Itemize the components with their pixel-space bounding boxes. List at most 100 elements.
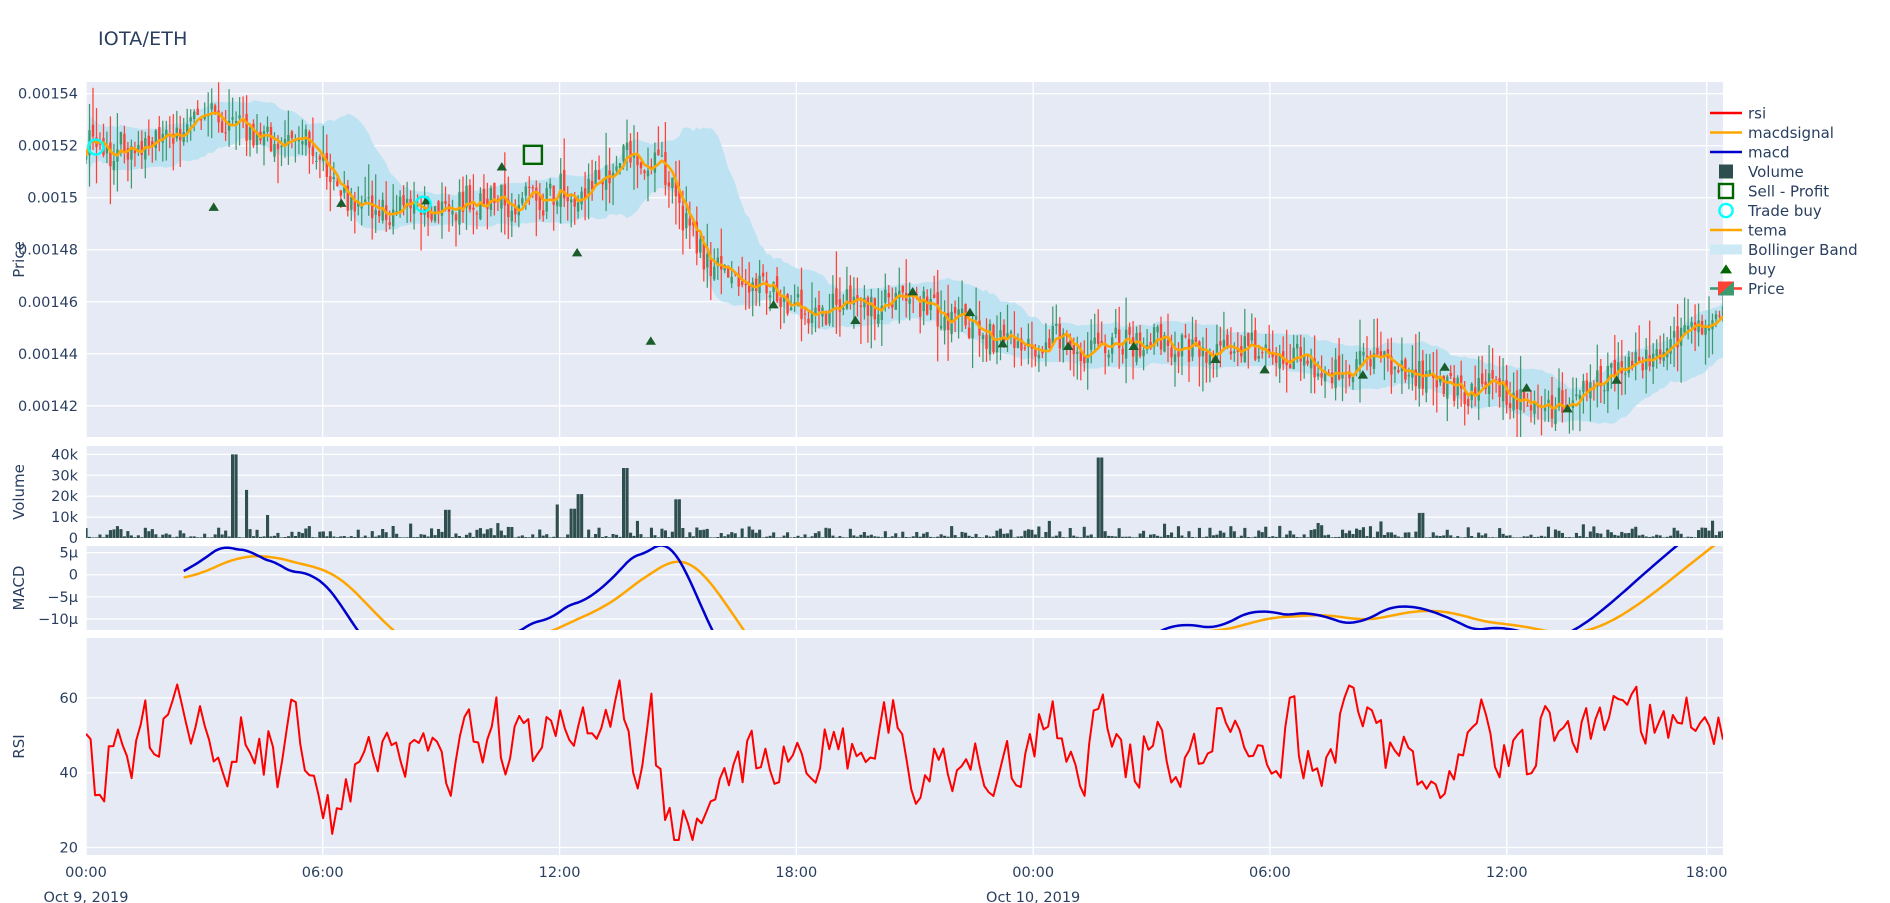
volume-bar [1571,537,1575,538]
volume-bar [726,534,730,538]
buy-marker[interactable] [768,299,779,309]
volume-bar [471,536,475,538]
legend-item-volume[interactable]: Volume [1719,163,1804,181]
buy-marker[interactable] [208,202,219,211]
buy-marker[interactable] [421,195,432,205]
trade-buy-marker[interactable] [87,138,105,156]
candle-body [727,267,730,278]
buy-marker[interactable] [997,338,1008,348]
volume-bar [461,537,465,538]
buy-marker[interactable] [1611,375,1622,384]
volume-bar [813,533,817,538]
buy-marker[interactable] [336,198,347,207]
ytick-price: 0.00148 [18,243,78,259]
candle-body [699,239,702,253]
volume-bar [454,533,458,538]
candle-body [1020,338,1023,351]
trade-buy-marker[interactable] [414,195,432,213]
volume-bar [1372,537,1376,538]
volume-bar [1690,536,1694,538]
candle-body [137,144,140,150]
candle-body [1498,378,1501,397]
candle-body [1529,405,1533,411]
volume-bar [869,534,873,538]
trade-markers[interactable] [87,138,1622,413]
volume-bar [1627,533,1631,538]
volume-bar [922,533,926,538]
buy-marker[interactable] [1357,370,1369,379]
sell-profit-marker[interactable] [522,144,544,166]
legend-item-tema[interactable]: tema [1710,222,1787,240]
volume-bar [1543,536,1547,538]
candle-body [807,318,810,324]
legend-item-trade-buy[interactable]: Trade buy [1718,202,1822,220]
candle-body [454,214,458,221]
volume-bar [1452,537,1456,538]
candle-body [1474,387,1477,397]
buy-marker[interactable] [1521,383,1532,392]
ytick-volume: 10k [51,510,78,526]
candle-body [123,133,126,153]
volume-bar [1355,528,1359,538]
volume-bar [1578,536,1582,538]
volume-bar [887,537,891,538]
ytick-macd: 5µ [60,546,78,562]
volume-bar [168,534,172,538]
volume-bar [1711,520,1715,538]
legend-item-macdsignal[interactable]: macdsignal [1710,124,1834,142]
volume-bar [433,535,437,538]
volume-bar [583,537,587,538]
buy-marker[interactable] [571,247,583,257]
volume-bar [1197,527,1201,538]
volume-bar [1110,536,1114,538]
volume-bar [360,537,364,538]
volume-bar [133,537,137,538]
candle-body [538,195,541,210]
volume-bar [1341,529,1345,538]
legend-item-macd[interactable]: macd [1710,144,1790,162]
buy-marker[interactable] [850,315,861,324]
volume-bar [925,532,929,538]
legend-item-buy[interactable]: buy [1720,261,1776,279]
volume-bar [496,523,500,538]
volume-bar [1023,530,1027,538]
candle-body [1446,376,1449,399]
buy-marker[interactable] [1210,354,1221,363]
volume-bar [1533,537,1537,538]
volume-bar [269,536,273,538]
candle-body [653,152,657,173]
candle-body [1456,377,1459,396]
volume-bar [1163,523,1167,538]
volume-bar [1417,512,1421,538]
legend-item-price[interactable]: Price [1710,280,1785,298]
buy-marker[interactable] [964,307,976,317]
legend-item-bollinger-band[interactable]: Bollinger Band [1710,241,1858,259]
panel-bg-vol [86,446,1723,538]
candle-body [702,243,705,270]
volume-bar [510,527,514,538]
buy-marker[interactable] [645,336,656,345]
candle-body [105,144,109,154]
candle-body [1582,380,1585,392]
candle-body [580,191,583,205]
buy-marker[interactable] [907,286,918,296]
candle-body [493,183,496,203]
candle-body [1191,339,1194,357]
buy-marker[interactable] [1562,403,1573,413]
volume-bar [108,530,112,538]
volume-bar [154,534,158,538]
volume-bar [1637,535,1641,538]
volume-bar [670,531,674,538]
buy-marker[interactable] [1259,364,1270,374]
legend-item-rsi[interactable]: rsi [1710,105,1766,123]
buy-marker[interactable] [1439,362,1450,371]
legend-label: Sell - Profit [1748,183,1829,201]
buy-marker[interactable] [1063,341,1074,350]
volume-bar [866,535,870,538]
legend-item-sell-profit[interactable]: Sell - Profit [1717,183,1829,201]
buy-marker[interactable] [496,162,507,171]
volume-bar [126,531,130,538]
candle-body [524,186,527,196]
buy-marker[interactable] [1128,341,1139,350]
